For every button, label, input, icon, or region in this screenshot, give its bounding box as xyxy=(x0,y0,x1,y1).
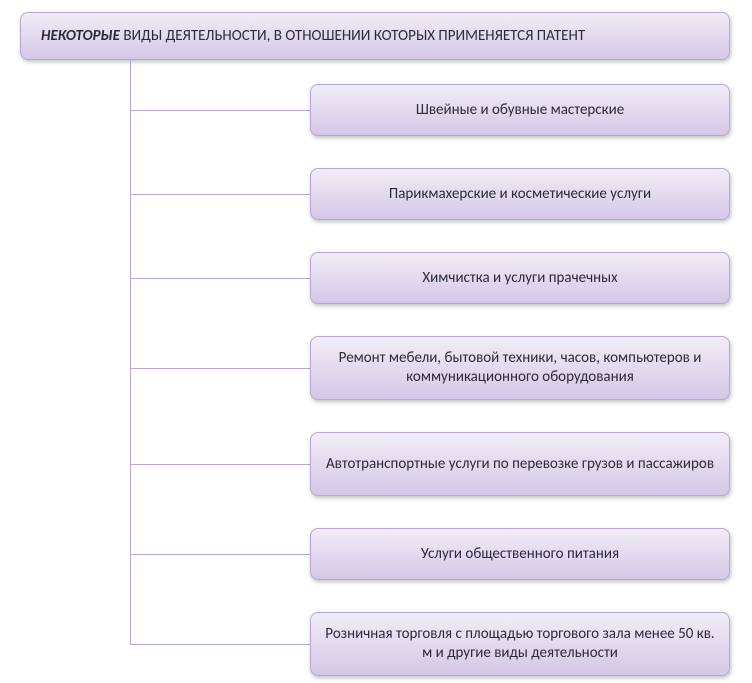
header-box: НЕКОТОРЫЕ ВИДЫ ДЕЯТЕЛЬНОСТИ, В ОТНОШЕНИИ… xyxy=(20,12,730,60)
item-label: Розничная торговля с площадью торгового … xyxy=(325,625,715,663)
connector-branch xyxy=(130,554,310,555)
connector-branch xyxy=(130,464,310,465)
item-label: Ремонт мебели, бытовой техники, часов, к… xyxy=(325,349,715,387)
connector-branch xyxy=(130,194,310,195)
connector-branch xyxy=(130,110,310,111)
item-box: Химчистка и услуги прачечных xyxy=(310,252,730,304)
item-label: Химчистка и услуги прачечных xyxy=(422,269,617,288)
item-box: Розничная торговля с площадью торгового … xyxy=(310,612,730,676)
item-box: Парикмахерские и косметические услуги xyxy=(310,168,730,220)
item-box: Автотранспортные услуги по перевозке гру… xyxy=(310,432,730,496)
header-emph: НЕКОТОРЫЕ xyxy=(41,27,120,45)
item-box: Услуги общественного питания xyxy=(310,528,730,580)
item-box: Швейные и обувные мастерские xyxy=(310,84,730,136)
item-label: Автотранспортные услуги по перевозке гру… xyxy=(326,455,714,474)
item-label: Швейные и обувные мастерские xyxy=(416,101,624,120)
header-rest: ВИДЫ ДЕЯТЕЛЬНОСТИ, В ОТНОШЕНИИ КОТОРЫХ П… xyxy=(120,27,585,45)
connector-branch xyxy=(130,278,310,279)
item-label: Парикмахерские и косметические услуги xyxy=(389,185,651,204)
item-box: Ремонт мебели, бытовой техники, часов, к… xyxy=(310,336,730,400)
connector-branch xyxy=(130,644,310,645)
item-label: Услуги общественного питания xyxy=(421,545,619,564)
connector-branch xyxy=(130,368,310,369)
connector-trunk xyxy=(130,60,131,644)
